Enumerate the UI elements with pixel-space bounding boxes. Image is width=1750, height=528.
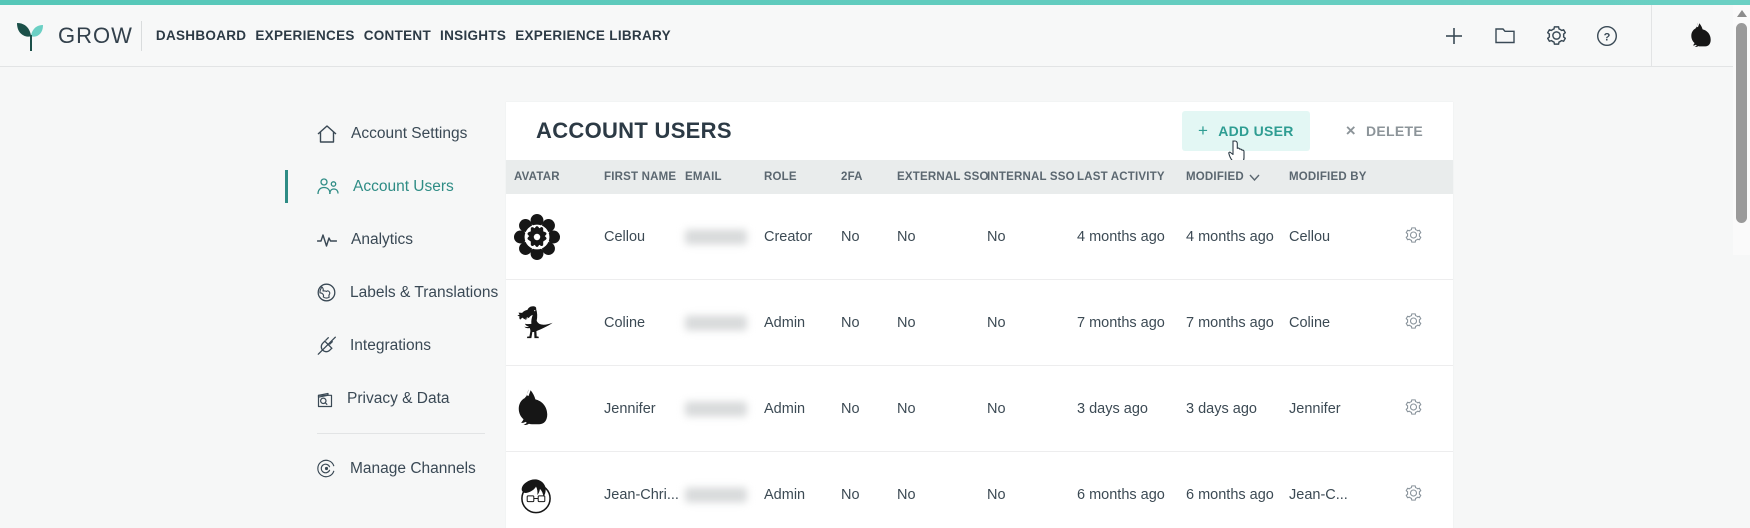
- svg-text:?: ?: [1604, 31, 1611, 43]
